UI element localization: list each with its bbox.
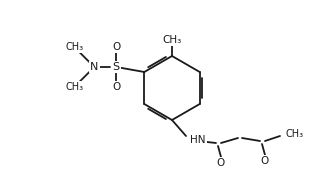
Text: O: O: [261, 156, 269, 166]
Text: HN: HN: [190, 135, 206, 145]
Text: O: O: [112, 82, 120, 92]
Text: N: N: [90, 62, 99, 72]
Text: CH₃: CH₃: [162, 35, 182, 45]
Text: CH₃: CH₃: [65, 42, 83, 52]
Text: O: O: [217, 158, 225, 168]
Text: CH₃: CH₃: [286, 129, 304, 139]
Text: CH₃: CH₃: [65, 82, 83, 92]
Text: O: O: [112, 42, 120, 52]
Text: S: S: [113, 62, 120, 72]
